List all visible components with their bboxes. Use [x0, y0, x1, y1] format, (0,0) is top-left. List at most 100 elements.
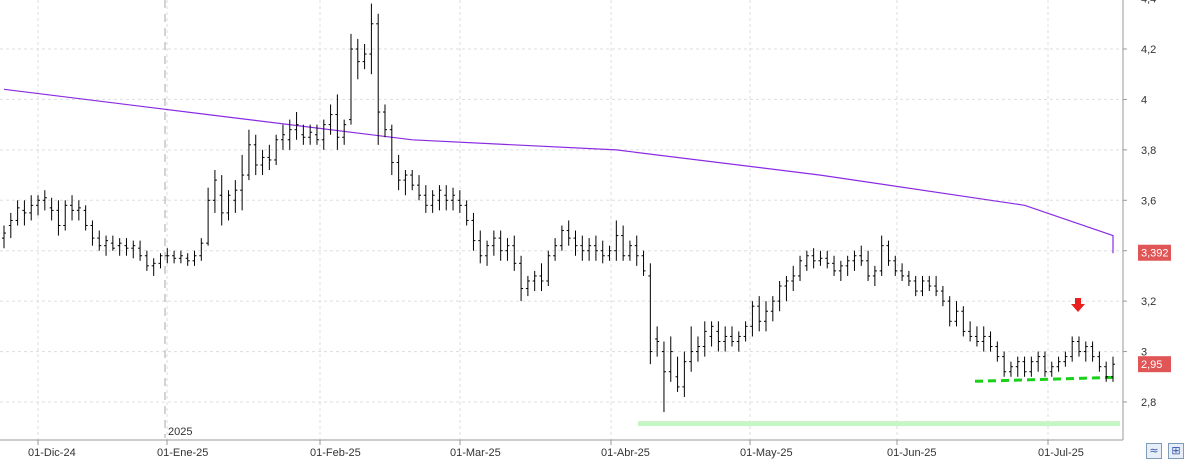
- ohlc-bar: [689, 326, 694, 372]
- price-badge-text: 3,392: [1141, 248, 1169, 260]
- ohlc-bar: [328, 104, 333, 135]
- ohlc-bar: [151, 258, 156, 276]
- y-tick-label: 3,2: [1141, 296, 1156, 308]
- ohlc-bar: [784, 275, 789, 302]
- ohlc-bar: [1070, 336, 1075, 362]
- ohlc-bar: [845, 255, 850, 276]
- ohlc-bar: [219, 175, 224, 226]
- x-tick-label: 01-Dic-24: [28, 447, 76, 459]
- ohlc-bar: [485, 240, 490, 266]
- ohlc-bar: [695, 336, 700, 362]
- moving-average-line: [3, 88, 1114, 254]
- ohlc-bar: [165, 248, 170, 264]
- ohlc-bar: [274, 134, 279, 165]
- ohlc-bar: [927, 275, 932, 292]
- ohlc-bar: [36, 195, 41, 216]
- ohlc-bar: [8, 212, 13, 239]
- ohlc-bar: [866, 250, 871, 281]
- ohlc-bar: [348, 33, 353, 125]
- ohlc-bar: [981, 326, 986, 352]
- ohlc-bar: [1063, 351, 1068, 367]
- ohlc-bar: [185, 253, 190, 266]
- ohlc-bar: [505, 238, 510, 261]
- ohlc-bar: [301, 124, 306, 145]
- ohlc-bar: [832, 255, 837, 276]
- ohlc-bar: [471, 212, 476, 251]
- price-badge-bg: [1138, 244, 1171, 261]
- chart-menu-button[interactable]: ⊞: [1168, 443, 1184, 459]
- ohlc-bar: [49, 197, 54, 221]
- ohlc-bar: [22, 200, 27, 226]
- ohlc-bar: [1111, 356, 1115, 382]
- ohlc-bar: [627, 240, 632, 261]
- ohlc-bar: [423, 185, 428, 213]
- y-tick-label: 4: [1141, 94, 1147, 106]
- ohlc-bar: [838, 260, 843, 281]
- ohlc-bar: [621, 225, 626, 261]
- ohlc-bar: [1104, 361, 1109, 382]
- price-badge: 2,95: [1138, 356, 1171, 373]
- ohlc-bar: [641, 250, 646, 276]
- ohlc-bar: [260, 149, 265, 176]
- ohlc-bar: [369, 3, 374, 75]
- ohlc-bar: [410, 170, 415, 191]
- ohlc-bar: [791, 265, 796, 292]
- ohlc-bar: [70, 195, 75, 221]
- ohlc-bar: [178, 250, 183, 264]
- ohlc-bar: [2, 225, 6, 249]
- price-badge: 3,392: [1138, 244, 1171, 261]
- grid: [0, 0, 1123, 440]
- ohlc-bar: [314, 124, 319, 145]
- ohlc-bar: [634, 235, 639, 266]
- ohlc-bar: [1090, 341, 1095, 362]
- ohlc-bar: [1097, 351, 1102, 372]
- ohlc-bar: [553, 238, 558, 261]
- ohlc-bar: [532, 270, 537, 292]
- ohlc-bar: [478, 230, 483, 264]
- zoom-toggle-button[interactable]: ≈: [1146, 443, 1162, 459]
- ohlc-bar: [104, 235, 109, 256]
- ohlc-bar: [29, 195, 34, 221]
- ohlc-bar: [83, 205, 88, 231]
- ohlc-bar: [457, 190, 462, 213]
- ohlc-bar: [723, 326, 728, 352]
- ohlc-bar: [1008, 361, 1013, 377]
- ohlc-bar: [76, 200, 81, 221]
- ohlc-bar: [376, 13, 381, 145]
- ohlc-bar: [900, 263, 905, 281]
- ohlc-bar: [1083, 341, 1088, 362]
- y-tick-label: 3: [1141, 347, 1147, 359]
- x-tick-label: 01-Ene-25: [157, 447, 208, 459]
- ohlc-bar: [417, 175, 422, 201]
- ohlc-bar: [736, 331, 741, 352]
- ohlc-bar: [512, 235, 517, 271]
- ohlc-bar: [63, 200, 68, 231]
- ohlc-bar: [335, 94, 340, 150]
- ohlc-bar: [872, 265, 877, 287]
- y-tick-label: 4,4: [1141, 0, 1156, 6]
- x-tick-label: 01-Abr-25: [601, 447, 650, 459]
- ohlc-bar: [988, 331, 993, 352]
- ohlc-bar: [559, 225, 564, 251]
- x-tick-label: 01-Mar-25: [450, 447, 501, 459]
- ohlc-bar: [804, 250, 809, 271]
- ohlc-bar: [961, 306, 966, 337]
- ohlc-bar: [280, 124, 285, 150]
- ohlc-bar: [97, 230, 102, 251]
- ohlc-bar: [233, 180, 238, 213]
- price-labels: 3,392 2,95: [1138, 244, 1171, 373]
- support-dashed-line: [974, 375, 1116, 383]
- ohlc-bar: [770, 296, 775, 322]
- ohlc-bar: [920, 275, 925, 297]
- ohlc-bar: [1049, 361, 1054, 377]
- annotations: [1071, 298, 1085, 312]
- ohlc-bar: [144, 250, 149, 271]
- ohlc-bar: [587, 238, 592, 261]
- ohlc-bar: [1036, 351, 1041, 372]
- x-tick-label: 01-Feb-25: [310, 447, 361, 459]
- ohlc-bar: [383, 104, 388, 138]
- ohlc-bar: [226, 190, 231, 221]
- ohlc-bar: [777, 280, 782, 312]
- ohlc-bar: [886, 240, 891, 266]
- ohlc-bar: [852, 250, 857, 271]
